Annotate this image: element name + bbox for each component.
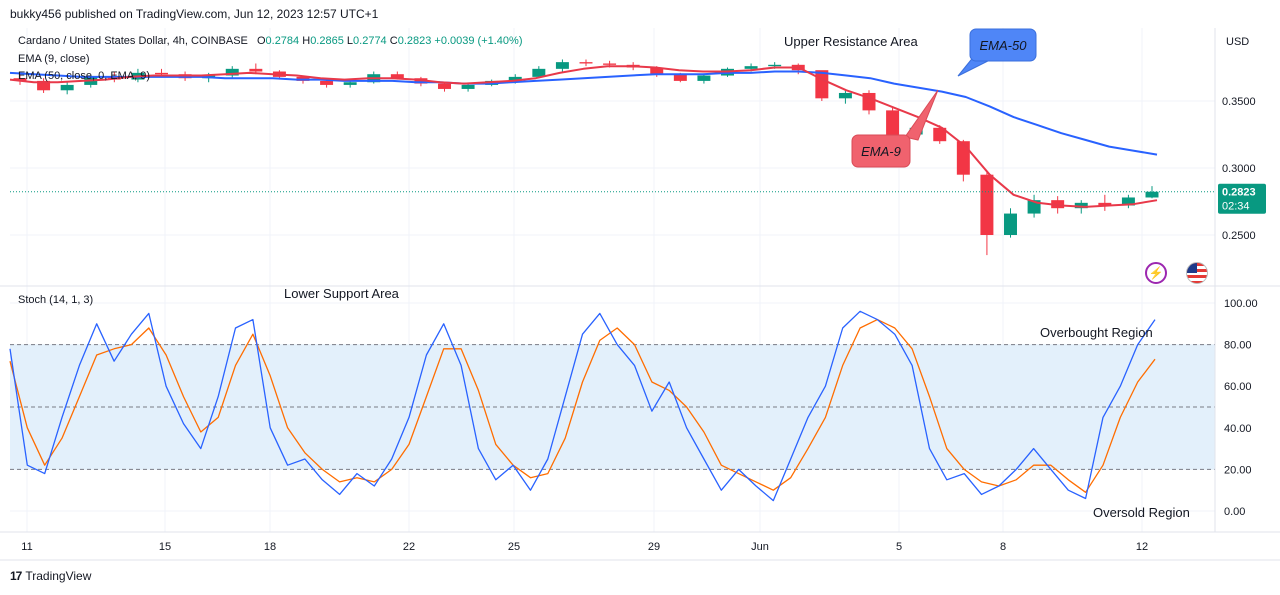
candle-body: [956, 141, 970, 175]
candle-body: [886, 110, 900, 135]
candle-body: [508, 76, 522, 81]
ema9-callout-pointer: [904, 89, 939, 141]
x-tick-label: 15: [159, 541, 171, 553]
price-tick-label: 0.2500: [1222, 230, 1256, 242]
x-tick-label: 12: [1136, 541, 1148, 553]
ema9-line: [9, 65, 1158, 208]
candle-body: [438, 83, 451, 89]
candle-body: [1121, 197, 1135, 206]
low-label: L: [346, 35, 354, 47]
us-flag-icon[interactable]: [1186, 262, 1208, 284]
footer-brand[interactable]: 17 TradingView: [10, 569, 91, 583]
lightning-icon[interactable]: ⚡: [1145, 262, 1167, 284]
open-label: O: [256, 35, 266, 47]
stoch-d-line: [9, 318, 1156, 493]
stoch-legend[interactable]: Stoch (14, 1, 3): [18, 294, 94, 306]
ema9-callout-box: [851, 134, 911, 168]
countdown-label: 02:34: [1222, 201, 1250, 213]
ema9-callout-text: EMA-9: [861, 144, 901, 159]
ema50-line: [9, 70, 1158, 156]
low-value: 0.2774: [353, 35, 387, 47]
candle-body: [555, 62, 569, 69]
candle-body: [980, 174, 994, 235]
footer-brand-text: TradingView: [25, 569, 92, 583]
candle-body: [1145, 191, 1159, 198]
candle-body: [744, 66, 758, 69]
x-tick-label: 18: [264, 541, 276, 553]
candle-body: [838, 92, 852, 99]
candle-body: [249, 68, 263, 72]
candle-body: [320, 80, 334, 85]
ema50-callout-box: [969, 28, 1037, 62]
osc-tick-label: 60.00: [1224, 381, 1252, 393]
candle-body: [1098, 202, 1112, 206]
candle-body: [673, 74, 687, 81]
osc-tick-label: 40.00: [1224, 423, 1252, 435]
x-tick-label: Jun: [751, 541, 769, 553]
x-tick-label: 29: [648, 541, 660, 553]
candle-body: [343, 82, 357, 85]
x-tick-label: 25: [508, 541, 520, 553]
publisher-line: bukky456 published on TradingView.com, J…: [10, 7, 379, 21]
lower-support-label: Lower Support Area: [284, 286, 400, 301]
candle-body: [461, 84, 475, 89]
candle-body: [390, 74, 404, 79]
candle-body: [60, 84, 74, 91]
candle-body: [155, 72, 168, 75]
symbol-name: Cardano / United States Dollar, 4h, COIN…: [18, 35, 248, 47]
osc-tick-label: 0.00: [1224, 506, 1245, 518]
stochastic-panel: [9, 310, 1215, 502]
x-tick-label: 5: [896, 541, 902, 553]
candle-body: [815, 70, 829, 99]
current-price-badge: [1218, 183, 1266, 214]
symbol-legend[interactable]: Cardano / United States Dollar, 4h, COIN…: [18, 35, 523, 47]
candle-body: [768, 64, 782, 67]
high-value: 0.2865: [310, 35, 344, 47]
candle-body: [650, 67, 664, 75]
x-tick-label: 8: [1000, 541, 1006, 553]
candle-body: [532, 68, 546, 77]
upper-resistance-label: Upper Resistance Area: [784, 34, 918, 49]
close-label: C: [389, 35, 398, 47]
oversold-label: Oversold Region: [1093, 505, 1190, 520]
axes: 11 15 18 22 25 29 Jun 5 8 12 USD 0.3500 0.3000 0.2500…: [0, 28, 1280, 561]
osc-tick-label: 20.00: [1224, 464, 1252, 476]
price-tick-label: 0.3000: [1222, 163, 1256, 175]
chart-area[interactable]: 11 15 18 22 25 29 Jun 5 8 12 USD 0.3500 0.3000 0.2500…: [0, 26, 1280, 566]
x-tick-label: 11: [21, 541, 32, 553]
candle-body: [37, 80, 51, 91]
tradingview-logo-icon: 17: [10, 569, 22, 583]
stoch-k-line: [9, 310, 1156, 502]
ema50-legend[interactable]: EMA (50, close, 0, EMA, 9): [18, 70, 151, 82]
candle-body: [697, 75, 711, 81]
high-label: H: [302, 35, 311, 47]
price-panel: [9, 59, 1215, 256]
candle-body: [1074, 202, 1088, 209]
current-price-label: 0.2823: [1222, 187, 1256, 199]
close-value: 0.2823: [397, 35, 432, 47]
callouts: Upper Resistance Area Lower Support Area O…: [284, 28, 1190, 520]
candle-body: [579, 62, 593, 64]
price-axis-currency: USD: [1226, 36, 1249, 48]
candle-body: [933, 127, 947, 142]
candle-body: [603, 63, 617, 65]
osc-tick-label: 80.00: [1224, 340, 1252, 352]
ema9-legend[interactable]: EMA (9, close): [18, 53, 90, 65]
overbought-label: Overbought Region: [1040, 325, 1153, 340]
candle-body: [1004, 213, 1017, 235]
price-tick-label: 0.3500: [1222, 96, 1256, 108]
candle-body: [13, 78, 27, 81]
ema50-callout-text: EMA-50: [980, 38, 1028, 53]
candle-body: [225, 68, 239, 76]
change-value: +0.0039 (+1.40%): [434, 35, 523, 47]
open-value: 0.2784: [265, 35, 300, 47]
osc-tick-label: 100.00: [1224, 298, 1258, 310]
x-tick-label: 22: [403, 541, 415, 553]
